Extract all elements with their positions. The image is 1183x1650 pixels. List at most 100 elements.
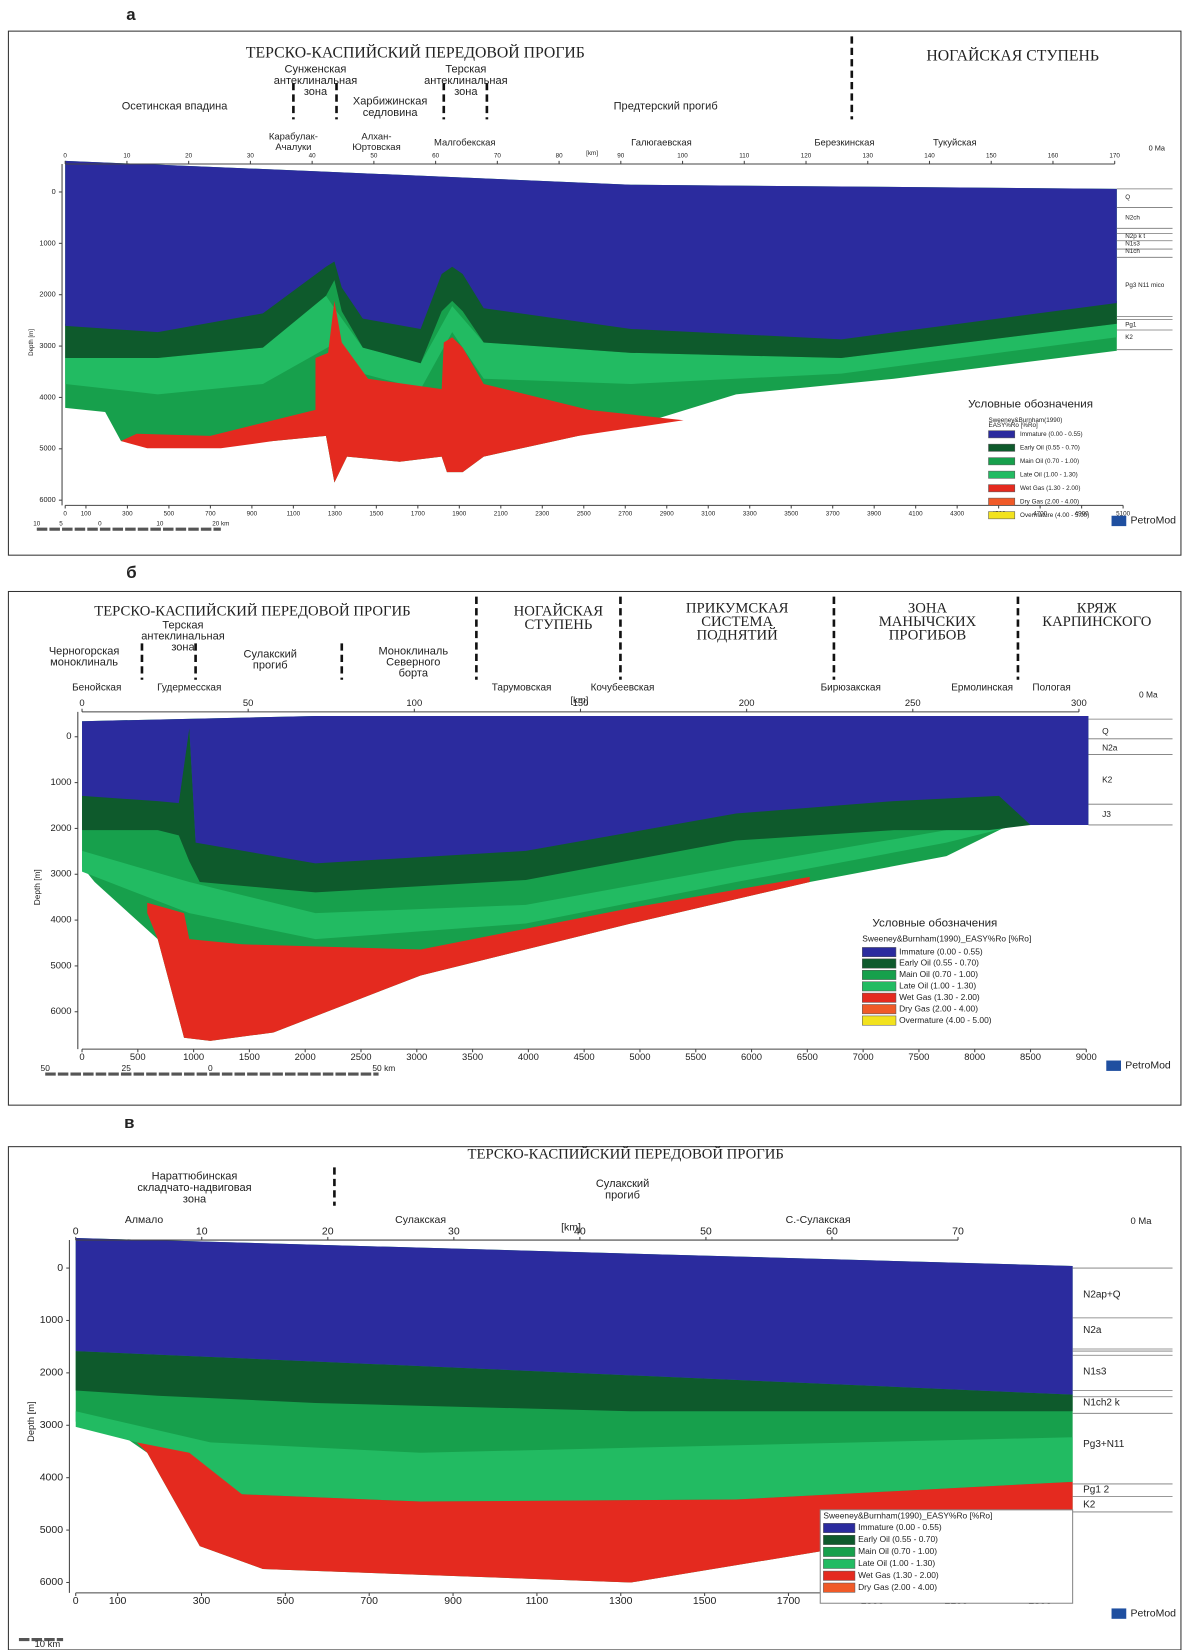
region-title: ЗОНА xyxy=(908,601,948,617)
zone-label: Терская xyxy=(445,63,486,75)
zone-label: Терская xyxy=(162,620,203,632)
legend-swatch xyxy=(862,1015,897,1026)
scale-label: 50 xyxy=(41,1063,51,1073)
layer-label: N2a xyxy=(1083,1325,1102,1336)
zone-label: Северного xyxy=(386,657,440,669)
legend-label: Immature (0.00 - 0.55) xyxy=(858,1522,942,1532)
distance-tick-label: 500 xyxy=(277,1596,295,1607)
panel: б0 Ma0 50 100 150 200 250 300[km]0100020003000… xyxy=(7,563,1182,1106)
scale-label: 0 xyxy=(208,1063,213,1073)
scale-label: 10 xyxy=(156,521,164,528)
distance-tick-label: 3000 xyxy=(406,1051,427,1062)
region-title: ТЕРСКО-КАСПИЙСКИЙ ПЕРЕДОВОЙ ПРОГИБ xyxy=(246,43,585,62)
distance-tick-label: 3100 xyxy=(701,510,716,517)
region-title: НОГАЙСКАЯ xyxy=(514,603,604,620)
km-tick-label: 100 xyxy=(406,697,422,708)
distance-tick-label: 7500 xyxy=(908,1051,929,1062)
brand-icon xyxy=(1106,1060,1122,1071)
km-tick-label: 150 xyxy=(986,152,997,159)
km-unit: [km] xyxy=(561,1222,581,1233)
layer-label: N1s3 xyxy=(1125,241,1140,248)
km-tick-label: 30 xyxy=(247,152,255,159)
legend-label: Dry Gas (2.00 - 4.00) xyxy=(899,1003,978,1013)
legend-label: Wet Gas (1.30 - 2.00) xyxy=(858,1570,939,1580)
legend-label: Early Oil (0.55 - 0.70) xyxy=(899,958,979,968)
km-tick-label: 70 xyxy=(952,1227,964,1238)
distance-tick-label: 1500 xyxy=(369,510,384,517)
legend-label: Dry Gas (2.00 - 4.00) xyxy=(1020,498,1079,505)
legend-title: Условные обозначения xyxy=(968,399,1093,411)
layer-label: Pg1 2 xyxy=(1083,1485,1110,1496)
legend-label: Late Oil (1.00 - 1.30) xyxy=(1020,471,1078,478)
maturity-zone xyxy=(75,1351,1073,1412)
age-label: 0 Ma xyxy=(1130,1215,1152,1226)
distance-tick-label: 700 xyxy=(205,510,216,517)
km-unit: [km] xyxy=(586,150,598,157)
layer-label: J3 xyxy=(1102,809,1111,819)
zone-label: прогиб xyxy=(253,660,288,672)
km-tick-label: 70 xyxy=(494,152,502,159)
km-tick-label: 110 xyxy=(739,152,750,159)
distance-tick-label: 700 xyxy=(360,1596,378,1607)
km-tick-label: 50 xyxy=(370,152,378,159)
distance-tick-label: 4500 xyxy=(574,1051,595,1062)
legend-swatch xyxy=(862,969,897,980)
km-tick-label: 120 xyxy=(801,152,812,159)
km-tick-label: 60 xyxy=(432,152,440,159)
panel-label: а xyxy=(126,5,136,24)
distance-tick-label: 300 xyxy=(193,1596,211,1607)
region-title: ТЕРСКО-КАСПИЙСКИЙ ПЕРЕДОВОЙ ПРОГИБ xyxy=(468,1145,784,1162)
distance-tick-label: 1000 xyxy=(183,1051,204,1062)
layer-label: K2 xyxy=(1125,334,1133,341)
distance-tick-label: 6500 xyxy=(797,1051,818,1062)
maturity-zone xyxy=(75,1411,1073,1502)
distance-tick-label: 2500 xyxy=(577,510,592,517)
zone-label: антеклинальная xyxy=(424,75,507,87)
distance-tick-label: 2100 xyxy=(494,510,509,517)
zone-label: зона xyxy=(171,641,195,653)
scale-label: 5 xyxy=(59,521,63,528)
zone-label: Сунженская xyxy=(285,63,347,75)
zone-label: антеклинальная xyxy=(274,75,357,87)
legend-subtitle: Sweeney&Burnham(1990)_EASY%Ro [%Ro] xyxy=(862,933,1031,943)
legend-subtitle: Sweeney&Burnham(1990) xyxy=(989,417,1063,424)
distance-tick-label: 3300 xyxy=(743,510,758,517)
zone-label: борта xyxy=(399,667,429,679)
distance-tick-label: 4300 xyxy=(950,510,965,517)
layer-label: N1ch xyxy=(1125,248,1140,255)
distance-tick-label: 3700 xyxy=(826,510,841,517)
distance-tick-label: 5500 xyxy=(685,1051,706,1062)
km-tick-label: 0 xyxy=(63,152,67,159)
depth-tick-label: 2000 xyxy=(50,822,71,833)
legend-label: Immature (0.00 - 0.55) xyxy=(899,946,983,956)
zone-label: Сулакский xyxy=(244,649,297,661)
panel-label: в xyxy=(124,1113,134,1132)
distance-tick-label: 7000 xyxy=(853,1051,874,1062)
distance-tick-label: 2900 xyxy=(660,510,675,517)
km-tick-label: 50 xyxy=(243,697,254,708)
legend-swatch xyxy=(988,484,1016,493)
distance-tick-label: 1100 xyxy=(526,1596,549,1607)
distance-tick-label: 2000 xyxy=(295,1051,316,1062)
layer-label: Pg3 N11 mico xyxy=(1125,282,1165,289)
depth-tick-label: 0 xyxy=(66,730,71,741)
distance-tick-label: 100 xyxy=(81,510,92,517)
depth-tick-label: 4000 xyxy=(39,392,55,401)
maturity-zone xyxy=(147,876,810,1041)
km-tick-label: 300 xyxy=(1071,697,1087,708)
well-label: Ермолинская xyxy=(951,683,1013,694)
legend-swatch xyxy=(988,430,1016,439)
region-title: СТУПЕНЬ xyxy=(524,617,592,633)
maturity-zone xyxy=(120,300,684,483)
maturity-zone xyxy=(82,726,1031,893)
km-tick-label: 30 xyxy=(448,1227,460,1238)
distance-tick-label: 300 xyxy=(122,510,133,517)
distance-tick-label: 1100 xyxy=(287,510,301,517)
distance-tick-label: 5000 xyxy=(629,1051,650,1062)
distance-tick-label: 900 xyxy=(444,1596,462,1607)
scale-label: 0 xyxy=(98,521,102,528)
legend-label: Wet Gas (1.30 - 2.00) xyxy=(899,992,980,1002)
legend-label: Overmature (4.00 - 5.00) xyxy=(899,1015,992,1025)
region-title: КАРПИНСКОГО xyxy=(1042,614,1151,630)
